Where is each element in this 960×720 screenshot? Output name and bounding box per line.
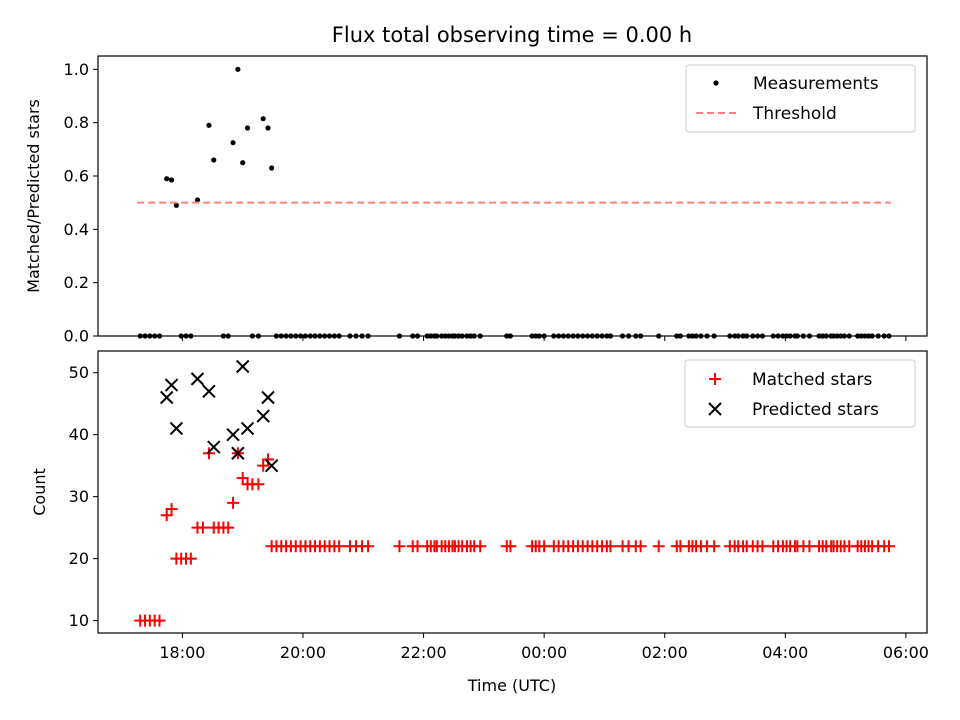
matched-star-point xyxy=(184,552,197,565)
matched-star-point xyxy=(708,540,721,553)
x-tick-label: 18:00 xyxy=(159,643,205,662)
y-tick-label: 0.0 xyxy=(64,327,89,346)
predicted-star-point xyxy=(235,359,250,374)
predicted-star-point xyxy=(226,427,240,442)
bottom-panel-x-ticks: 18:00 20:00 22:00 00:00 02:00 04:00 06:00 xyxy=(159,633,929,662)
measurement-point xyxy=(269,165,275,171)
y-tick-label: 30 xyxy=(69,487,89,506)
measurement-point xyxy=(173,202,179,208)
measurement-point xyxy=(168,177,175,183)
top-panel: 0.0 0.2 0.4 0.6 0.8 1.0 Matched/Predicted sta… xyxy=(24,55,928,346)
predicted-star-point xyxy=(160,390,174,405)
legend-label-predicted: Predicted stars xyxy=(752,400,879,420)
matched-star-point xyxy=(474,540,487,553)
legend-label-matched: Matched stars xyxy=(752,370,872,390)
x-tick-label: 20:00 xyxy=(280,643,326,662)
top-panel-frame xyxy=(97,55,928,337)
y-tick-label: 0.6 xyxy=(64,167,89,186)
legend-marker-predicted xyxy=(708,402,722,416)
matched-star-point xyxy=(883,540,896,553)
top-legend-box xyxy=(685,64,916,133)
bottom-panel-y-label: Count xyxy=(30,468,49,516)
matched-star-point xyxy=(222,521,235,534)
matched-star-point xyxy=(756,540,769,553)
measurement-point xyxy=(265,125,271,131)
y-tick-label: 40 xyxy=(69,425,89,444)
matched-star-point xyxy=(604,540,617,553)
predicted-star-point xyxy=(202,384,216,398)
bottom-panel-frame xyxy=(97,350,928,634)
top-panel-x-ticks xyxy=(181,336,907,341)
matched-star-point xyxy=(153,614,166,627)
matched-star-point xyxy=(257,459,270,472)
matched-star-point xyxy=(236,472,249,485)
predicted-star-point xyxy=(264,458,279,473)
bottom-panel-y-ticks: 10 20 30 40 50 xyxy=(69,363,98,630)
y-tick-label: 0.8 xyxy=(64,113,89,132)
matched-star-point xyxy=(227,496,240,509)
predicted-star-point xyxy=(256,409,270,423)
y-tick-label: 0.4 xyxy=(64,220,89,239)
matched-star-point xyxy=(165,503,178,516)
predicted-star-point xyxy=(261,390,275,405)
bottom-legend: Matched stars Predicted stars xyxy=(684,359,916,428)
matched-star-point xyxy=(160,509,173,522)
legend-label-threshold: Threshold xyxy=(752,104,837,124)
predicted-star-point xyxy=(169,421,184,436)
legend-marker-matched xyxy=(709,373,721,385)
y-tick-label: 1.0 xyxy=(64,60,89,79)
predicted-star-point xyxy=(240,421,255,436)
measurement-point xyxy=(211,157,217,163)
predicted-star-point xyxy=(164,378,179,392)
measurement-point xyxy=(240,160,246,166)
y-tick-label: 50 xyxy=(69,363,89,382)
chart-title: Flux total observing time = 0.00 h xyxy=(332,23,692,47)
legend-label-measurements: Measurements xyxy=(753,74,879,94)
y-tick-label: 20 xyxy=(69,549,89,568)
top-legend: Measurements Threshold xyxy=(685,64,916,133)
measurement-point xyxy=(164,176,170,182)
legend-marker-measurements xyxy=(713,80,719,86)
x-tick-label: 22:00 xyxy=(401,643,447,662)
x-tick-label: 00:00 xyxy=(521,643,567,662)
bottom-panel-marks xyxy=(134,359,896,627)
predicted-star-point xyxy=(231,446,245,460)
x-axis-label: Time (UTC) xyxy=(467,676,556,695)
y-tick-label: 0.2 xyxy=(64,273,89,292)
y-tick-label: 10 xyxy=(69,611,89,630)
matched-star-point xyxy=(196,521,209,534)
matched-star-point xyxy=(252,478,265,491)
bottom-panel: 10 20 30 40 50 18:00 20:00 22:00 00:00 02:00 04:0… xyxy=(30,350,929,695)
matched-star-point xyxy=(262,453,275,466)
matched-star-point xyxy=(393,540,406,553)
measurement-point xyxy=(230,140,236,146)
matched-star-point xyxy=(504,540,517,553)
x-tick-label: 02:00 xyxy=(642,643,688,662)
measurement-point xyxy=(260,116,266,122)
bottom-legend-box xyxy=(684,359,916,428)
matched-star-point xyxy=(333,540,346,553)
x-tick-label: 04:00 xyxy=(762,643,808,662)
matched-star-point xyxy=(634,540,647,553)
predicted-star-point xyxy=(207,440,221,454)
measurement-point xyxy=(244,125,251,131)
matched-star-point xyxy=(652,540,665,553)
top-panel-y-ticks: 0.0 0.2 0.4 0.6 0.8 1.0 xyxy=(64,60,98,346)
measurement-point xyxy=(206,122,212,128)
x-tick-label: 06:00 xyxy=(883,643,929,662)
measurement-point xyxy=(235,66,241,72)
predicted-star-point xyxy=(190,372,205,386)
top-panel-y-label: Matched/Predicted stars xyxy=(24,99,43,293)
matched-star-point xyxy=(362,540,375,553)
measurement-point xyxy=(194,197,201,203)
